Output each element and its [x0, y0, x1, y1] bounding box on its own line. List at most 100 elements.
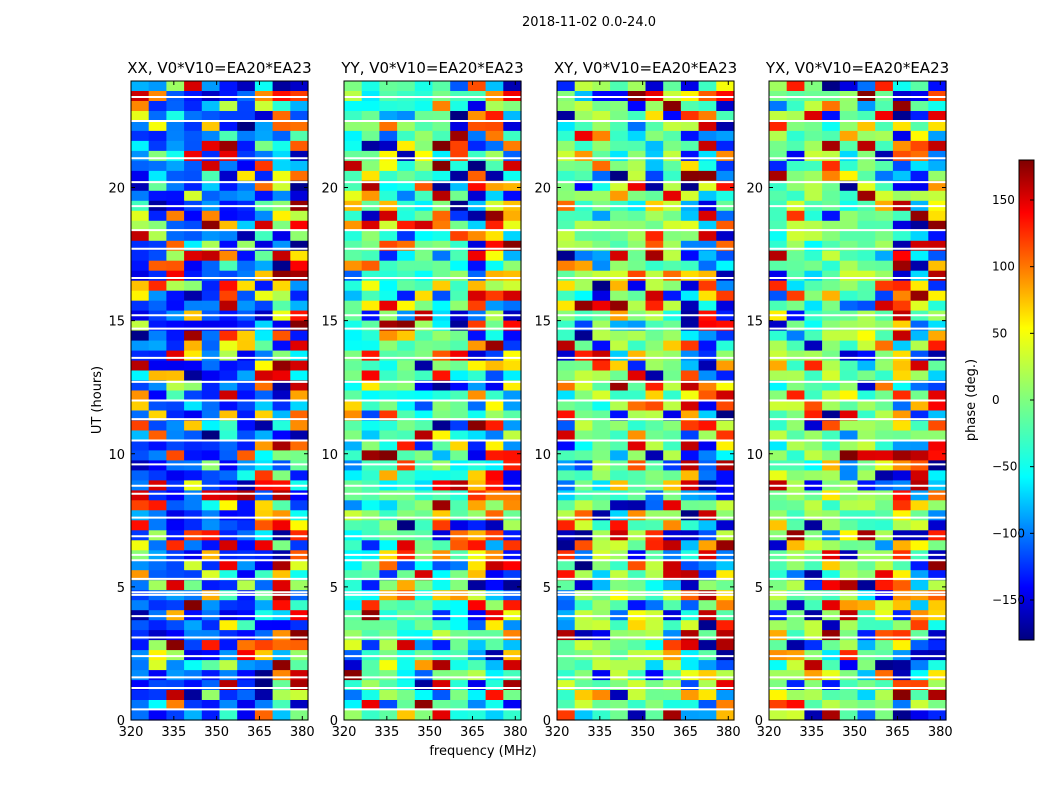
heatmap-cell [379, 560, 398, 571]
heatmap-cell [822, 470, 841, 481]
heatmap-cell [467, 370, 487, 382]
heatmap-cell [557, 111, 576, 122]
heatmap-cell [237, 180, 256, 192]
heatmap-cell [839, 170, 859, 182]
heatmap-cell [379, 150, 398, 162]
heatmap-cell [716, 370, 735, 382]
heatmap-cell [290, 680, 309, 691]
heatmap-cell [716, 220, 735, 232]
heatmap-cell [680, 710, 700, 721]
heatmap-cell [680, 81, 700, 92]
heatmap-cell [397, 320, 416, 332]
heatmap-cell [254, 280, 274, 292]
heatmap-cell [892, 500, 912, 511]
heatmap-cell [148, 390, 167, 402]
heatmap-cell [627, 120, 647, 132]
heatmap-cell [610, 600, 629, 611]
heatmap-cell [201, 180, 221, 192]
heatmap-cell [131, 390, 150, 402]
heatmap-cell [201, 290, 221, 302]
heatmap-cell [237, 120, 256, 132]
heatmap-cell [875, 640, 894, 651]
heatmap-cell [645, 540, 664, 551]
heatmap-cell [361, 240, 380, 252]
heatmap-cell [610, 580, 629, 591]
heatmap-cell [663, 420, 682, 432]
heatmap-cell [237, 580, 256, 591]
heatmap-cell [201, 320, 221, 332]
heatmap-cell [361, 430, 380, 442]
heatmap-cell [290, 640, 309, 651]
heatmap-cell [414, 180, 434, 192]
heatmap-cell [769, 500, 788, 511]
heatmap-cell [839, 300, 859, 312]
heatmap-cell [627, 350, 647, 362]
heatmap-cell [822, 640, 841, 651]
heatmap-cell [610, 120, 629, 132]
heatmap-cell [201, 700, 221, 711]
heatmap-cell [663, 570, 682, 581]
heatmap-cell [290, 690, 309, 701]
heatmap-cell [804, 111, 823, 122]
heatmap-cell [892, 620, 912, 631]
heatmap-cell [592, 160, 611, 172]
heatmap-cell [786, 320, 805, 332]
heatmap-cell [361, 500, 380, 511]
heatmap-cell [786, 150, 805, 162]
heatmap-cell [344, 140, 363, 152]
heatmap-cell [219, 270, 238, 282]
heatmap-cell [680, 400, 700, 412]
heatmap-cell [148, 440, 167, 451]
heatmap-cell [450, 250, 469, 262]
heatmap-cell [928, 340, 947, 352]
heatmap-cell [928, 400, 947, 412]
heatmap-cell [503, 710, 522, 721]
heatmap-cell [290, 111, 309, 122]
heatmap-cell [839, 400, 859, 412]
heatmap-cell [432, 260, 451, 272]
heatmap-cell [467, 350, 487, 362]
heatmap-cell [148, 270, 167, 282]
heatmap-cell [503, 350, 522, 362]
heatmap-cell [166, 540, 185, 551]
heatmap-cell [237, 101, 256, 112]
heatmap-cell [414, 430, 434, 442]
heatmap-cell [698, 420, 717, 432]
heatmap-cell [857, 150, 876, 162]
heatmap-cell [857, 170, 876, 182]
heatmap-cell [131, 190, 150, 202]
heatmap-cell [822, 300, 841, 312]
heatmap-cell [467, 170, 487, 182]
heatmap-cell [928, 640, 947, 651]
heatmap-cell [892, 210, 912, 222]
heatmap-cell [290, 330, 309, 342]
heatmap-cell [610, 410, 629, 422]
heatmap-cell [627, 230, 647, 242]
heatmap-cell [414, 680, 434, 691]
heatmap-cell [485, 140, 504, 152]
heatmap-cell [131, 510, 150, 521]
heatmap-cell [574, 180, 593, 192]
x-tick-label: 350 [842, 725, 867, 740]
heatmap-cell [592, 680, 611, 691]
heatmap-cell [254, 140, 274, 152]
heatmap-cell [910, 81, 929, 92]
heatmap-cell [786, 540, 805, 551]
heatmap-cell [839, 350, 859, 362]
heatmap-cell [201, 490, 221, 501]
heatmap-cell [237, 410, 256, 422]
heatmap-cell [822, 240, 841, 252]
heatmap-cell [148, 410, 167, 422]
heatmap-cell [344, 400, 363, 412]
heatmap-cell [344, 680, 363, 691]
heatmap-cell [184, 170, 203, 182]
heatmap-cell [804, 330, 823, 342]
heatmap-cell [680, 210, 700, 222]
heatmap-cell [698, 170, 717, 182]
heatmap-cell [450, 260, 469, 272]
heatmap-cell [184, 510, 203, 521]
heatmap-cell [148, 210, 167, 222]
heatmap-cell [467, 360, 487, 372]
heatmap-cell [148, 510, 167, 521]
heatmap-cell [892, 220, 912, 232]
